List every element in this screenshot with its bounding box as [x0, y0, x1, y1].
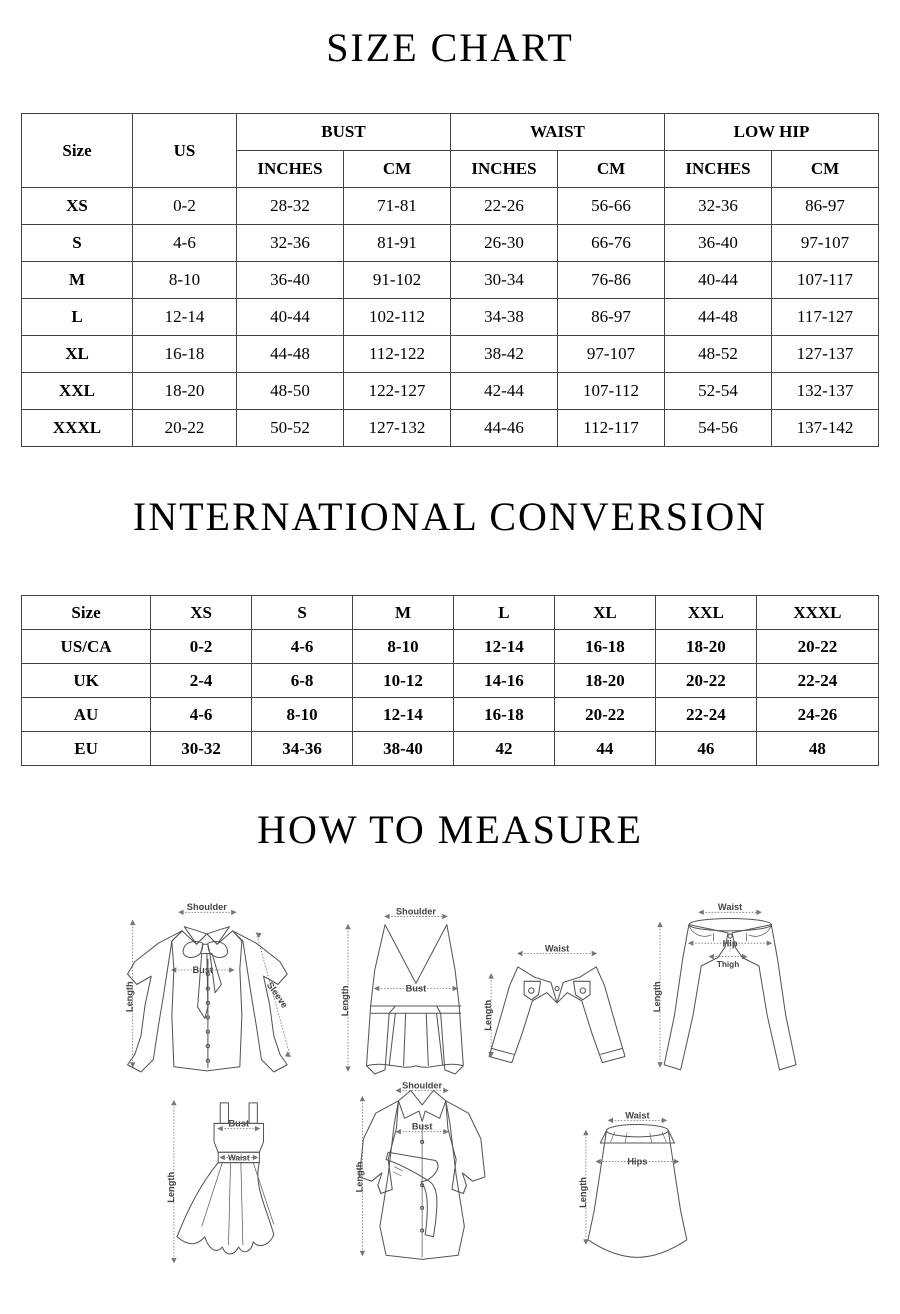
svg-text:Thigh: Thigh: [717, 960, 739, 969]
svg-text:Waist: Waist: [625, 1110, 649, 1120]
svg-text:Length: Length: [652, 981, 662, 1012]
svg-text:Length: Length: [340, 985, 350, 1016]
svg-text:Shoulder: Shoulder: [187, 902, 227, 912]
svg-text:Shoulder: Shoulder: [396, 906, 436, 916]
svg-text:Length: Length: [166, 1172, 176, 1203]
svg-text:Length: Length: [578, 1177, 588, 1208]
svg-text:Length: Length: [125, 981, 135, 1012]
svg-text:Length: Length: [483, 1000, 493, 1031]
svg-text:Waist: Waist: [228, 1154, 250, 1163]
svg-text:Waist: Waist: [545, 943, 569, 953]
svg-text:Waist: Waist: [718, 902, 742, 912]
svg-text:Bust: Bust: [406, 984, 427, 994]
svg-text:Hips: Hips: [627, 1157, 647, 1167]
svg-text:Shoulder: Shoulder: [402, 1082, 442, 1090]
